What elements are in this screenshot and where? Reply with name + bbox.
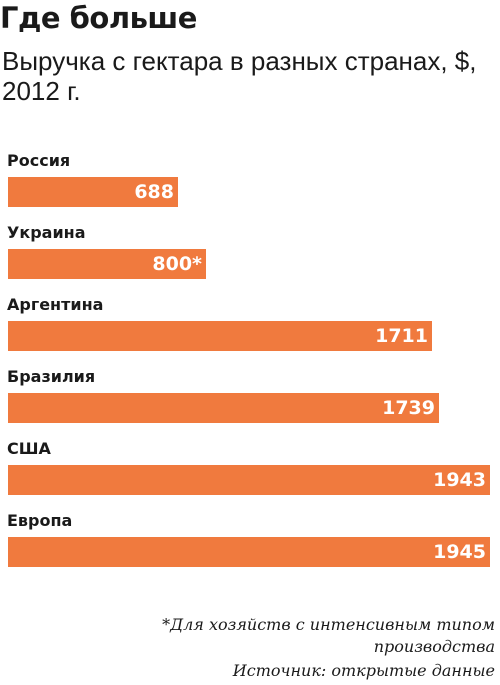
bar-value-label: 1711	[375, 325, 428, 347]
bar-value-label: 1945	[433, 541, 486, 563]
bar: 1711	[8, 321, 432, 351]
category-label: Украина	[7, 223, 86, 242]
bar-row: Бразилия 1739	[0, 366, 500, 436]
category-label: Россия	[7, 151, 71, 170]
category-label: Аргентина	[7, 295, 104, 314]
source-note: Источник: открытые данные	[232, 661, 495, 680]
bar-row: США 1943	[0, 438, 500, 508]
chart-title: Где больше	[0, 1, 197, 35]
bar-row: Россия 688	[0, 150, 500, 220]
bar-chart: Россия 688 Украина 800* Аргентина 1711 Бразили…	[0, 150, 500, 590]
bar-value-label: 688	[134, 181, 174, 203]
bar: 1739	[8, 393, 439, 423]
bar-row: Украина 800*	[0, 222, 500, 292]
bar-value-label: 800*	[152, 253, 202, 275]
bar: 1943	[8, 465, 490, 495]
bar: 688	[8, 177, 178, 207]
bar: 800*	[8, 249, 206, 279]
category-label: США	[7, 439, 51, 458]
chart-subtitle: Выручка с гектара в разных странах, $, 2…	[2, 46, 477, 106]
bar-row: Аргентина 1711	[0, 294, 500, 364]
bar: 1945	[8, 537, 490, 567]
bar-value-label: 1739	[382, 397, 435, 419]
footnote: *Для хозяйств с интенсивным типом произв…	[162, 615, 495, 656]
bar-row: Европа 1945	[0, 510, 500, 580]
category-label: Европа	[7, 511, 73, 530]
category-label: Бразилия	[7, 367, 96, 386]
bar-value-label: 1943	[433, 469, 486, 491]
